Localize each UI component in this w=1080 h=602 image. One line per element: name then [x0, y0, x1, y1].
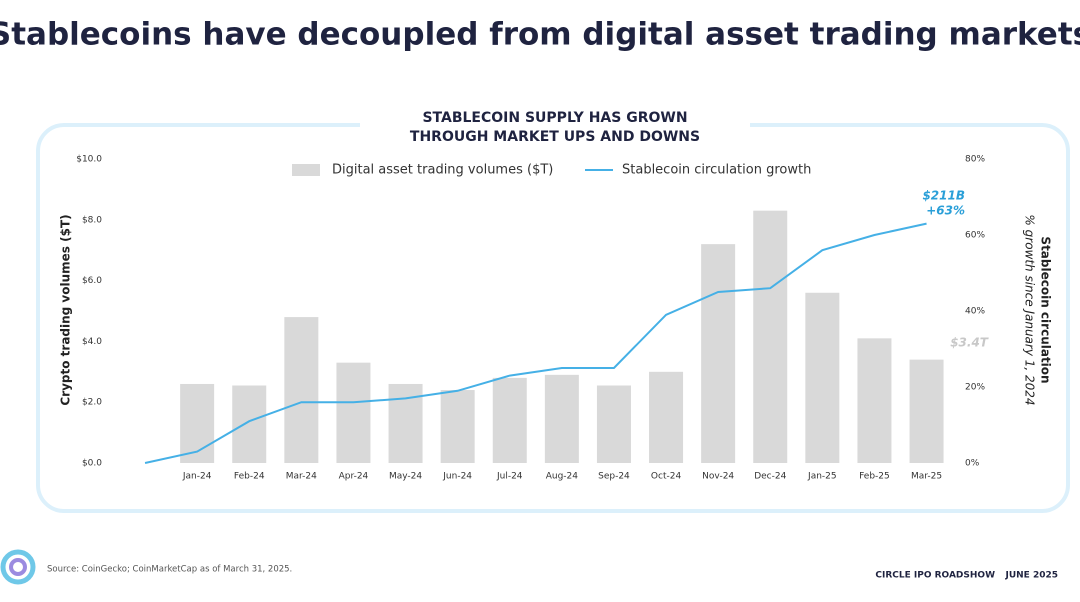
x-tick-label: Feb-25	[859, 472, 890, 482]
bar	[544, 374, 579, 463]
bar	[284, 317, 319, 463]
bar	[857, 338, 892, 463]
x-tick-label: Nov-24	[702, 472, 734, 482]
source-note: Source: CoinGecko; CoinMarketCap as of M…	[47, 565, 292, 575]
x-tick-label: May-24	[389, 472, 422, 482]
x-tick-label: Jan-25	[807, 472, 837, 482]
footer-left: CIRCLE IPO ROADSHOW	[875, 571, 995, 581]
bar	[649, 371, 684, 463]
annotation: $211B	[922, 189, 965, 203]
bar	[492, 377, 527, 463]
x-tick-label: Oct-24	[651, 472, 682, 482]
line	[144, 222, 927, 464]
y2-tick-label: 20%	[965, 383, 985, 393]
y-tick-label: $6.0	[82, 276, 102, 286]
x-tick-label: Apr-24	[339, 472, 369, 482]
y2-tick-label: 40%	[965, 307, 985, 317]
x-tick-label: Feb-24	[234, 472, 265, 482]
footer-right: JUNE 2025	[1004, 571, 1058, 581]
legend-label: Stablecoin circulation growth	[622, 163, 811, 178]
x-tick-label: Sep-24	[598, 472, 630, 482]
y2-tick-label: 60%	[965, 231, 985, 241]
y-tick-label: $8.0	[82, 215, 102, 225]
chart-title: THROUGH MARKET UPS AND DOWNS	[410, 129, 700, 145]
y2-tick-label: 0%	[965, 459, 980, 469]
x-tick-label: Jan-24	[182, 472, 212, 482]
y-axis-label: Crypto trading volumes ($T)	[59, 214, 73, 405]
bar	[232, 385, 267, 463]
chart-title: STABLECOIN SUPPLY HAS GROWN	[422, 110, 687, 126]
annotation: +63%	[926, 204, 965, 218]
x-tick-label: Aug-24	[546, 472, 579, 482]
bar	[909, 359, 944, 463]
y2-axis-label: Stablecoin circulation	[1039, 236, 1053, 383]
bar	[701, 244, 736, 463]
x-tick-label: Mar-24	[286, 472, 317, 482]
x-tick-label: Jun-24	[442, 472, 472, 482]
bar	[805, 292, 840, 463]
x-tick-label: Mar-25	[911, 472, 942, 482]
bar	[180, 383, 215, 463]
y-tick-label: $4.0	[82, 337, 102, 347]
bar	[596, 385, 631, 463]
bar	[753, 210, 788, 463]
x-tick-label: Jul-24	[496, 472, 523, 482]
slide-title: Stablecoins have decoupled from digital …	[0, 17, 1080, 53]
legend-swatch	[292, 164, 320, 176]
y-tick-label: $2.0	[82, 398, 102, 408]
bar	[336, 362, 371, 463]
y2-axis-sublabel: % growth since January 1, 2024	[1023, 214, 1037, 405]
bar	[440, 390, 475, 463]
y-tick-label: $0.0	[82, 459, 102, 469]
annotation: $3.4T	[950, 336, 989, 350]
logo	[0, 549, 36, 585]
title-backdrop	[360, 110, 750, 150]
y2-tick-label: 80%	[965, 155, 985, 165]
y-tick-label: $10.0	[76, 155, 102, 165]
legend-label: Digital asset trading volumes ($T)	[332, 163, 553, 178]
x-tick-label: Dec-24	[754, 472, 786, 482]
